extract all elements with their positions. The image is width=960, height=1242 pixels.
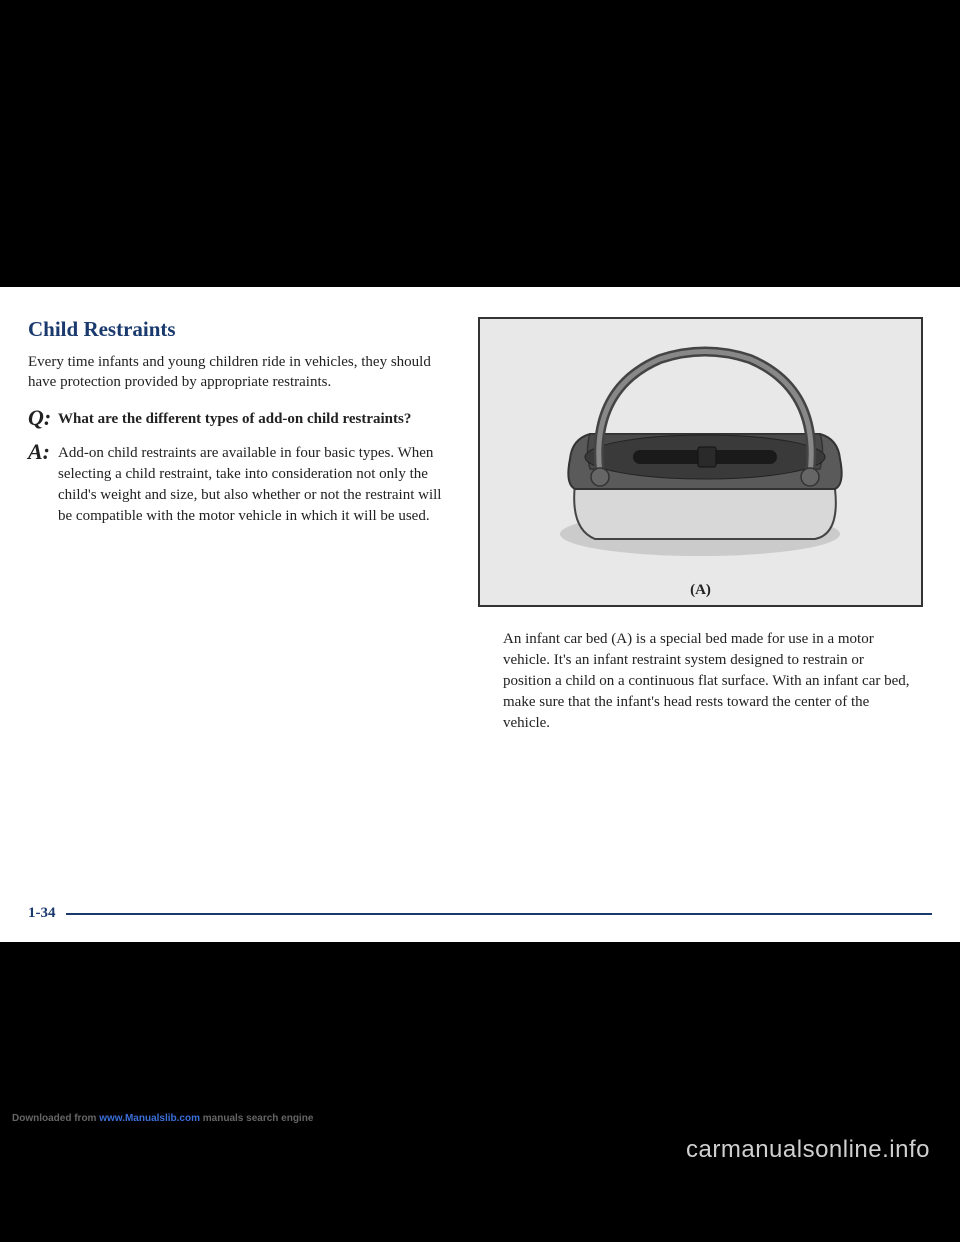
download-suffix: manuals search engine <box>200 1113 313 1124</box>
figure-label: (A) <box>690 582 711 599</box>
answer-text: Add-on child restraints are available in… <box>58 441 448 527</box>
document-page: Child Restraints Every time infants and … <box>0 287 960 942</box>
footer-rule <box>66 913 933 915</box>
watermark-text: carmanualsonline.info <box>686 1136 930 1164</box>
content-columns: Child Restraints Every time infants and … <box>28 317 932 734</box>
left-column: Child Restraints Every time infants and … <box>28 317 448 734</box>
download-source-text: Downloaded from www.Manualslib.com manua… <box>12 1113 313 1124</box>
question-block: Q: What are the different types of add-o… <box>28 407 448 429</box>
question-text: What are the different types of add-on c… <box>58 407 411 429</box>
download-link: www.Manualslib.com <box>99 1113 200 1124</box>
section-heading: Child Restraints <box>28 317 448 342</box>
answer-row: A: Add-on child restraints are available… <box>28 441 448 527</box>
answer-block: A: Add-on child restraints are available… <box>28 441 448 527</box>
answer-letter: A: <box>28 441 58 463</box>
figure-description: An infant car bed (A) is a special bed m… <box>478 629 923 734</box>
right-column: (A) An infant car bed (A) is a special b… <box>478 317 923 734</box>
page-number: 1-34 <box>28 905 56 922</box>
download-prefix: Downloaded from <box>12 1113 99 1124</box>
question-row: Q: What are the different types of add-o… <box>28 407 448 429</box>
infant-car-bed-illustration <box>520 339 880 569</box>
intro-paragraph: Every time infants and young children ri… <box>28 352 448 393</box>
question-letter: Q: <box>28 407 58 429</box>
figure-box: (A) <box>478 317 923 607</box>
page-footer: 1-34 <box>28 905 932 922</box>
